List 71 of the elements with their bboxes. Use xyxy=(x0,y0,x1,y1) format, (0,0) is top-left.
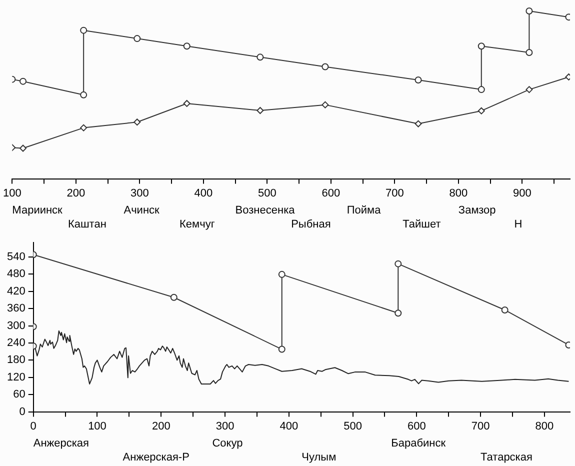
point xyxy=(501,306,508,314)
y-tick-label: 360 xyxy=(6,302,26,315)
x-tick-label: 100 xyxy=(2,187,22,200)
text: Н xyxy=(514,218,522,231)
y-tick-label: 420 xyxy=(6,285,26,298)
x-tick-label: 800 xyxy=(535,420,554,432)
text: Барабинск xyxy=(391,438,446,450)
point xyxy=(478,86,485,94)
point xyxy=(134,35,141,42)
point xyxy=(170,294,178,301)
point xyxy=(80,91,88,98)
x-tick-label: 400 xyxy=(280,420,298,432)
point xyxy=(526,8,533,15)
y-tick-label: 300 xyxy=(6,320,26,332)
x-tick-label: 200 xyxy=(152,420,170,432)
point xyxy=(478,42,485,50)
y-tick-label: 240 xyxy=(6,337,26,350)
y-tick-label: 60 xyxy=(13,388,26,401)
point xyxy=(278,270,286,278)
y-tick-label: 0 xyxy=(19,406,26,418)
text: Татарская xyxy=(480,452,532,464)
text: Мариинск xyxy=(12,204,63,217)
text: Кемчуг xyxy=(180,218,215,231)
text: Ачинск xyxy=(124,204,160,217)
text: Вознесенка xyxy=(235,204,296,217)
x-tick-label: 600 xyxy=(407,420,426,432)
point xyxy=(526,86,533,94)
text: Каштан xyxy=(68,218,106,231)
point xyxy=(183,42,190,50)
x-tick-label: 400 xyxy=(194,187,213,200)
point xyxy=(414,120,422,128)
point xyxy=(322,101,329,108)
x-tick-label: 100 xyxy=(88,420,106,432)
point xyxy=(414,76,422,84)
point xyxy=(80,26,88,34)
point xyxy=(20,144,27,152)
x-tick-label: 200 xyxy=(66,187,86,200)
x-tick-label: 300 xyxy=(216,420,234,432)
x-tick-label: 800 xyxy=(449,187,468,200)
point xyxy=(20,78,27,85)
x-tick-label: 900 xyxy=(513,187,532,200)
text: Анжерская xyxy=(33,438,90,450)
point xyxy=(478,107,485,114)
x-tick-label: 600 xyxy=(322,187,340,200)
point xyxy=(80,124,88,132)
point xyxy=(278,346,286,353)
x-tick-label: 700 xyxy=(471,420,490,432)
y-tick-label: 180 xyxy=(6,354,26,366)
point xyxy=(394,260,402,268)
x-tick-label: 300 xyxy=(130,187,149,200)
text: Рыбная xyxy=(291,218,331,231)
text: Пойма xyxy=(346,204,382,217)
y-tick-label: 120 xyxy=(6,371,26,384)
text: Тайшет xyxy=(402,218,441,231)
x-tick-label: 700 xyxy=(386,187,404,200)
text: Анжерская-Р xyxy=(122,452,190,464)
x-tick-label: 500 xyxy=(258,187,276,200)
y-tick-label: 540 xyxy=(6,250,26,263)
x-tick-label: 0 xyxy=(30,420,36,432)
text: Замзор xyxy=(458,204,496,217)
point xyxy=(256,107,264,114)
text: Сокур xyxy=(212,438,243,450)
y-tick-label: 480 xyxy=(6,268,26,280)
text: Чулым xyxy=(302,452,336,464)
point xyxy=(322,63,329,70)
point xyxy=(134,118,141,126)
point xyxy=(394,310,402,317)
x-tick-label: 500 xyxy=(344,420,362,432)
point xyxy=(526,48,533,56)
point xyxy=(256,54,264,61)
point xyxy=(183,100,190,107)
